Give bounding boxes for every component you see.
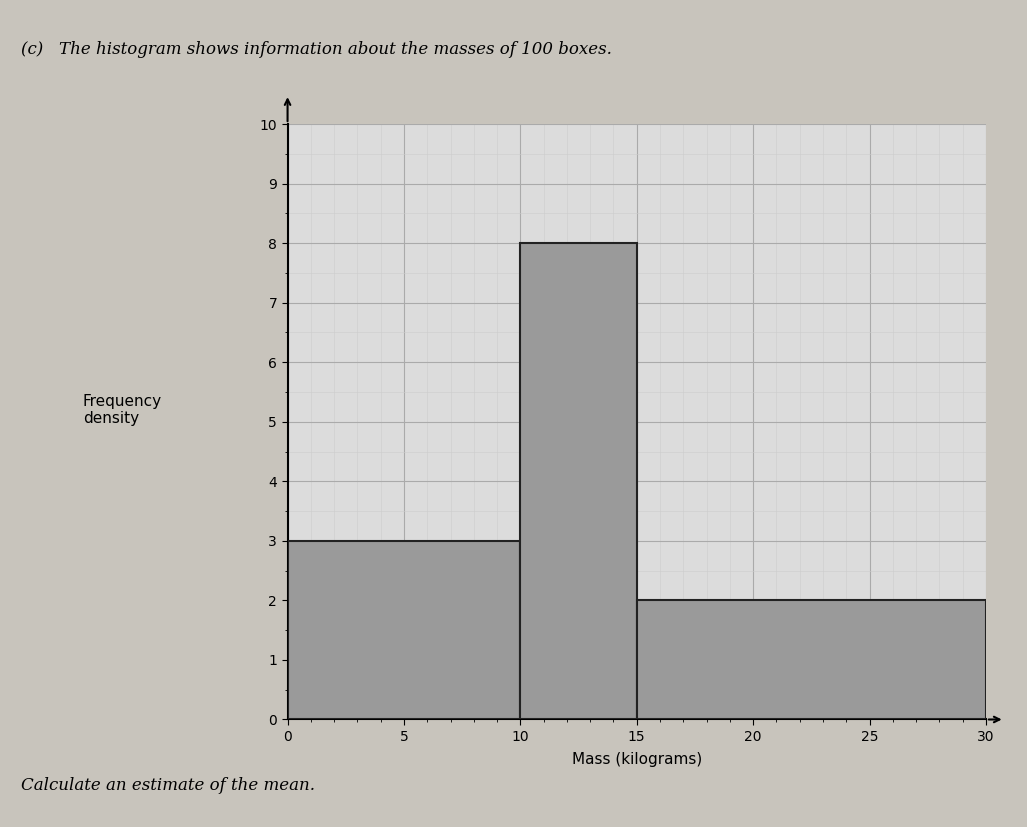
Bar [637, 600, 986, 719]
Bar [288, 541, 521, 719]
Text: (c)   The histogram shows information about the masses of 100 boxes.: (c) The histogram shows information abou… [21, 41, 611, 59]
Text: Calculate an estimate of the mean.: Calculate an estimate of the mean. [21, 777, 314, 794]
Text: Frequency
density: Frequency density [83, 394, 162, 426]
X-axis label: Mass (kilograms): Mass (kilograms) [572, 753, 701, 767]
Bar [521, 243, 637, 719]
